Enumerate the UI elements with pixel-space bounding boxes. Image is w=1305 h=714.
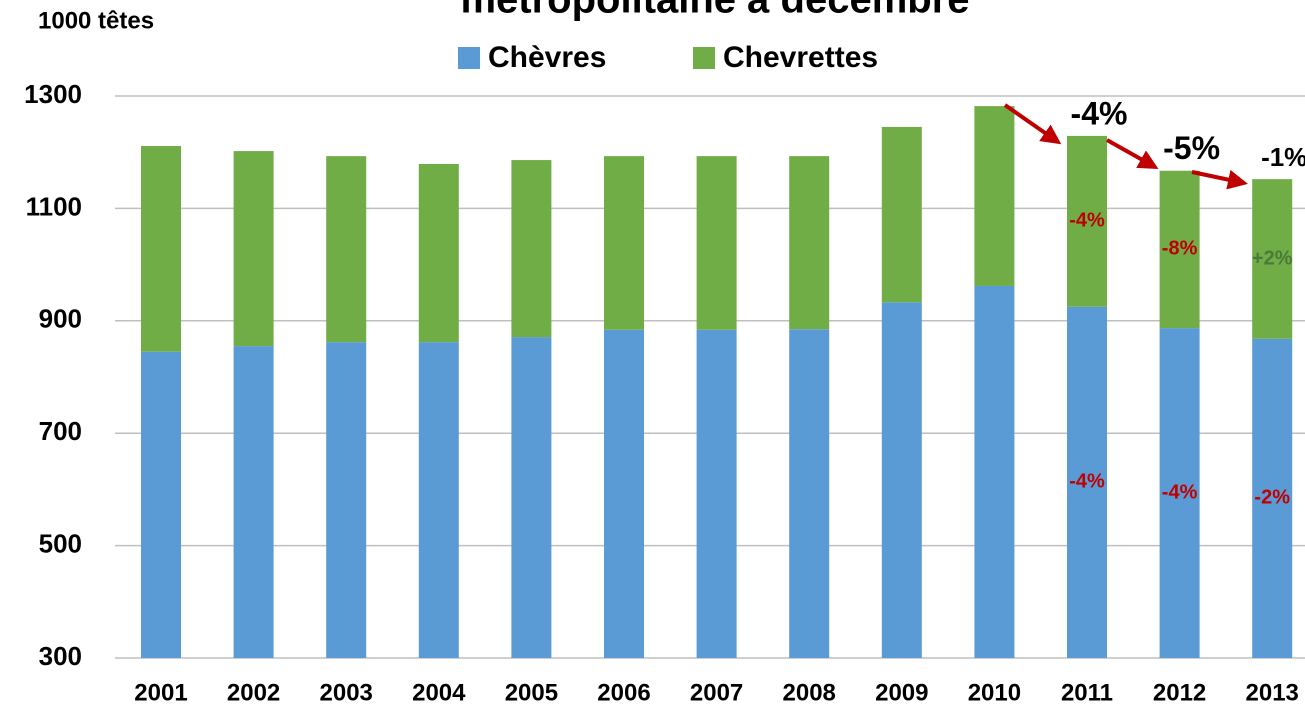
bar-segment [696,329,737,658]
y-tick-label: 900 [39,304,82,334]
bar-segment [511,337,552,658]
y-tick-label: 500 [39,528,82,558]
x-tick-label: 2013 [1246,679,1299,706]
x-tick-label: 2007 [690,679,743,706]
arrow [1106,138,1159,169]
bar-segment [326,156,367,343]
x-tick-label: 2004 [412,679,466,706]
bar-segment [1159,328,1200,658]
data-label: -4% [1069,210,1105,232]
y-tick-label: 1100 [26,191,82,221]
bar-segment [418,164,459,343]
y-axis-label: 1000 têtes [38,7,154,34]
arrow [1003,103,1062,145]
total-change-label: -5% [1163,130,1220,166]
bar-segment [604,329,644,658]
bar-segment [789,156,830,330]
bar-segment [1067,135,1107,307]
bar-segment [604,156,644,330]
data-label: -4% [1069,471,1105,493]
bar-segment [511,160,552,338]
legend-swatch [693,47,715,69]
data-label: +2% [1252,247,1293,269]
legend-label: Chevrettes [723,41,878,74]
chart-title: métropolitaine à décembre [460,0,969,22]
bar-segment [789,329,830,658]
bar-segment [141,146,181,352]
x-tick-label: 2009 [875,679,928,706]
bar-segment [1252,179,1293,339]
total-change-label: -4% [1071,95,1128,131]
x-tick-label: 2002 [227,679,280,706]
total-change-label: -1% [1261,142,1305,172]
bar-segment [1159,170,1200,329]
data-label: -8% [1162,238,1198,260]
bar-segment [881,126,922,303]
bar-segment [881,302,922,658]
x-tick-label: 2005 [505,679,558,706]
x-tick-label: 2008 [783,679,836,706]
legend-label: Chèvres [488,41,606,74]
x-tick-label: 2011 [1061,679,1113,706]
x-tick-label: 2003 [320,679,373,706]
arrow [1191,169,1248,190]
bar-segment [974,285,1015,658]
y-tick-label: 1300 [24,79,82,109]
bar-segment [418,342,459,658]
bar-segment [141,351,181,658]
bar-segment [974,106,1015,286]
x-tick-label: 2010 [968,679,1021,706]
bar-segment [233,151,274,347]
legend-swatch [458,47,480,69]
y-tick-label: 300 [39,641,82,671]
x-tick-label: 2012 [1153,679,1206,706]
change-arrows [1003,103,1248,190]
bar-segment [326,342,367,658]
x-tick-label: 2006 [597,679,650,706]
y-tick-label: 700 [39,416,82,446]
data-label: -2% [1254,487,1290,509]
bar-segment [696,156,737,330]
bars [141,106,1293,658]
data-label: -4% [1162,481,1198,503]
bar-segment [1252,338,1293,658]
x-tick-label: 2001 [134,679,187,706]
bar-segment [233,346,274,658]
bar-segment [1067,306,1107,658]
